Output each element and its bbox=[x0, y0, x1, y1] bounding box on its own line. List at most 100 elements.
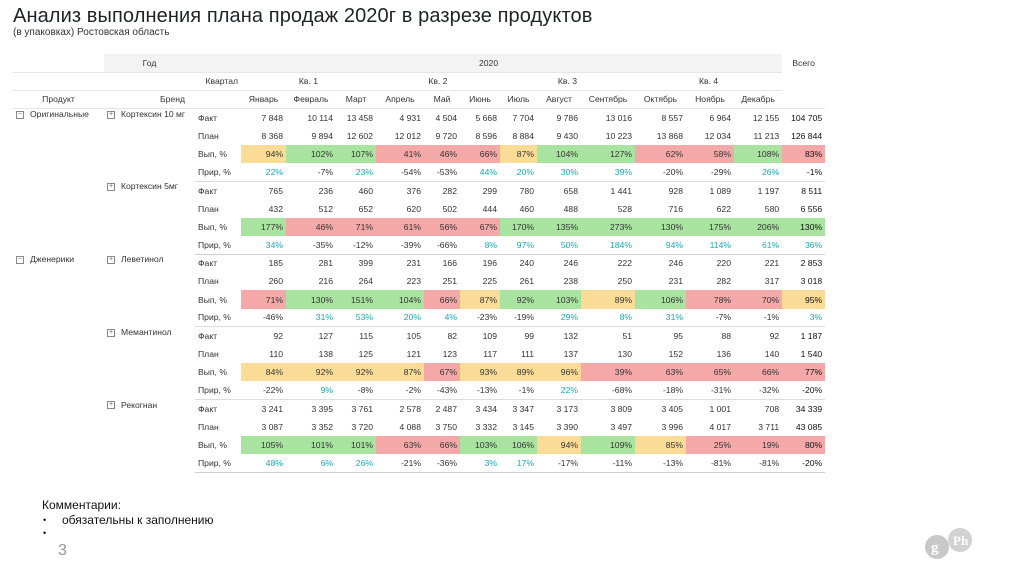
value-cell: 12 034 bbox=[704, 130, 731, 141]
value-cell: -18% bbox=[635, 381, 686, 401]
value-cell: 92% bbox=[286, 363, 336, 382]
table-row: Вып, % 105% 101% 101% 63% 66% 103% 106% 94% 109% 8… bbox=[13, 435, 826, 455]
measure-label: План bbox=[198, 349, 219, 360]
value-cell: -36% bbox=[424, 454, 460, 473]
value-cell: 25% bbox=[686, 435, 734, 455]
value-cell: 9 894 bbox=[311, 130, 333, 141]
header-month: Август bbox=[537, 90, 581, 110]
value-cell: -12% bbox=[336, 235, 376, 255]
value-cell: 70% bbox=[734, 290, 783, 309]
product-name: Дженерики bbox=[30, 254, 75, 265]
value-cell: -39% bbox=[376, 235, 424, 255]
value-cell: 765 bbox=[268, 185, 283, 196]
value-cell: 66% bbox=[734, 363, 783, 382]
value-cell: 13 868 bbox=[656, 130, 683, 141]
expand-icon[interactable]: + bbox=[107, 328, 115, 337]
value-cell: -21% bbox=[376, 454, 424, 473]
value-cell: -53% bbox=[424, 163, 460, 182]
value-cell: -32% bbox=[734, 381, 783, 401]
value-cell: 251 bbox=[442, 276, 457, 287]
value-cell: 66% bbox=[460, 144, 500, 164]
value-cell: 22% bbox=[241, 163, 286, 182]
value-cell: 132 bbox=[563, 331, 578, 342]
value-cell: 7 704 bbox=[512, 112, 534, 123]
value-cell: -7% bbox=[286, 163, 336, 182]
value-cell: 10 223 bbox=[605, 130, 632, 141]
value-cell: 4 504 bbox=[435, 112, 457, 123]
total-cell: 3 018 bbox=[800, 276, 823, 287]
header-year: 2020 bbox=[195, 54, 783, 73]
expand-icon[interactable]: + bbox=[107, 183, 115, 192]
table-row: Прир, % 48% 6% 26% -21% -36% 3% 17% -17% -11% -13%… bbox=[13, 454, 826, 473]
value-cell: 56% bbox=[424, 217, 460, 236]
measure-label: План bbox=[198, 203, 219, 214]
value-cell: -81% bbox=[686, 454, 734, 473]
value-cell: 11 213 bbox=[753, 130, 780, 141]
value-cell: 225 bbox=[482, 276, 497, 287]
comments-title: Комментарии: bbox=[42, 498, 121, 512]
header-row-year: Год 2020 Всего bbox=[13, 54, 826, 110]
comment-item bbox=[42, 527, 213, 540]
value-cell: 96% bbox=[537, 363, 581, 382]
value-cell: 273% bbox=[581, 217, 635, 236]
value-cell: 317 bbox=[764, 276, 780, 287]
comments-list: обязательны к заполнению bbox=[42, 514, 213, 540]
value-cell: 250 bbox=[617, 276, 632, 287]
value-cell: 12 012 bbox=[394, 130, 421, 141]
collapse-icon[interactable]: − bbox=[16, 110, 24, 119]
measure-label: Прир, % bbox=[195, 308, 241, 328]
header-spacer bbox=[13, 54, 104, 73]
collapse-icon[interactable]: − bbox=[16, 255, 24, 264]
total-cell: 6 556 bbox=[800, 203, 823, 214]
value-cell: 94% bbox=[241, 144, 286, 164]
value-cell: 8 596 bbox=[475, 130, 497, 141]
value-cell: 39% bbox=[581, 163, 635, 182]
value-cell: 3 711 bbox=[758, 421, 780, 432]
measure-label: Вып, % bbox=[198, 294, 227, 305]
value-cell: 97% bbox=[500, 235, 537, 255]
value-cell: 44% bbox=[460, 163, 500, 182]
header-product: Продукт bbox=[13, 90, 104, 110]
value-cell: 127 bbox=[318, 331, 333, 342]
expand-icon[interactable]: + bbox=[107, 401, 115, 410]
value-cell: 488 bbox=[563, 203, 578, 214]
value-cell: 238 bbox=[563, 276, 578, 287]
product-cell: − Оригинальные bbox=[13, 109, 104, 255]
value-cell: 282 bbox=[442, 185, 457, 196]
header-quarter-label: Квартал bbox=[104, 72, 241, 91]
value-cell: 8% bbox=[460, 235, 500, 255]
value-cell: 3 087 bbox=[261, 421, 283, 432]
value-cell: 92% bbox=[500, 290, 537, 309]
value-cell: 46% bbox=[286, 217, 336, 236]
value-cell: 3% bbox=[460, 454, 500, 473]
table-row: Вып, % 177% 46% 71% 61% 56% 67% 170% 135% 273% 130… bbox=[13, 217, 826, 236]
value-cell: 110 bbox=[269, 349, 283, 360]
value-cell: 87% bbox=[500, 144, 537, 164]
value-cell: 62% bbox=[635, 144, 686, 164]
value-cell: 282 bbox=[716, 276, 731, 287]
brand-name: Леветинол bbox=[121, 254, 164, 265]
table-row: − Дженерики + Леветинол Факт 185 281 399 231 166 1… bbox=[13, 254, 825, 272]
value-cell: 87% bbox=[376, 363, 424, 382]
value-cell: -8% bbox=[336, 381, 376, 401]
measure-label: Вып, % bbox=[198, 440, 227, 451]
header-total: Всего bbox=[782, 54, 826, 110]
expand-icon[interactable]: + bbox=[107, 110, 115, 119]
table-row: План 260 216 264 223 251 225 261 238 250 231 282 317… bbox=[13, 272, 825, 290]
value-cell: 48% bbox=[241, 454, 286, 473]
value-cell: 95 bbox=[673, 331, 683, 342]
value-cell: 105% bbox=[241, 435, 286, 455]
value-cell: 125 bbox=[358, 349, 373, 360]
value-cell: 5 668 bbox=[475, 112, 497, 123]
value-cell: 220 bbox=[716, 258, 731, 269]
value-cell: 22% bbox=[537, 381, 581, 401]
value-cell: 3 750 bbox=[435, 421, 457, 432]
expand-icon[interactable]: + bbox=[107, 255, 115, 264]
value-cell: 19% bbox=[734, 435, 783, 455]
header-month: Сентябрь bbox=[581, 90, 635, 110]
value-cell: 71% bbox=[336, 217, 376, 236]
value-cell: 3 809 bbox=[610, 403, 632, 414]
value-cell: 78% bbox=[686, 290, 734, 309]
table-row: План 8 368 9 894 12 602 12 012 9 720 8 596 8 88… bbox=[13, 127, 825, 145]
brand-cell: + Кортексин 10 мг bbox=[104, 109, 195, 182]
